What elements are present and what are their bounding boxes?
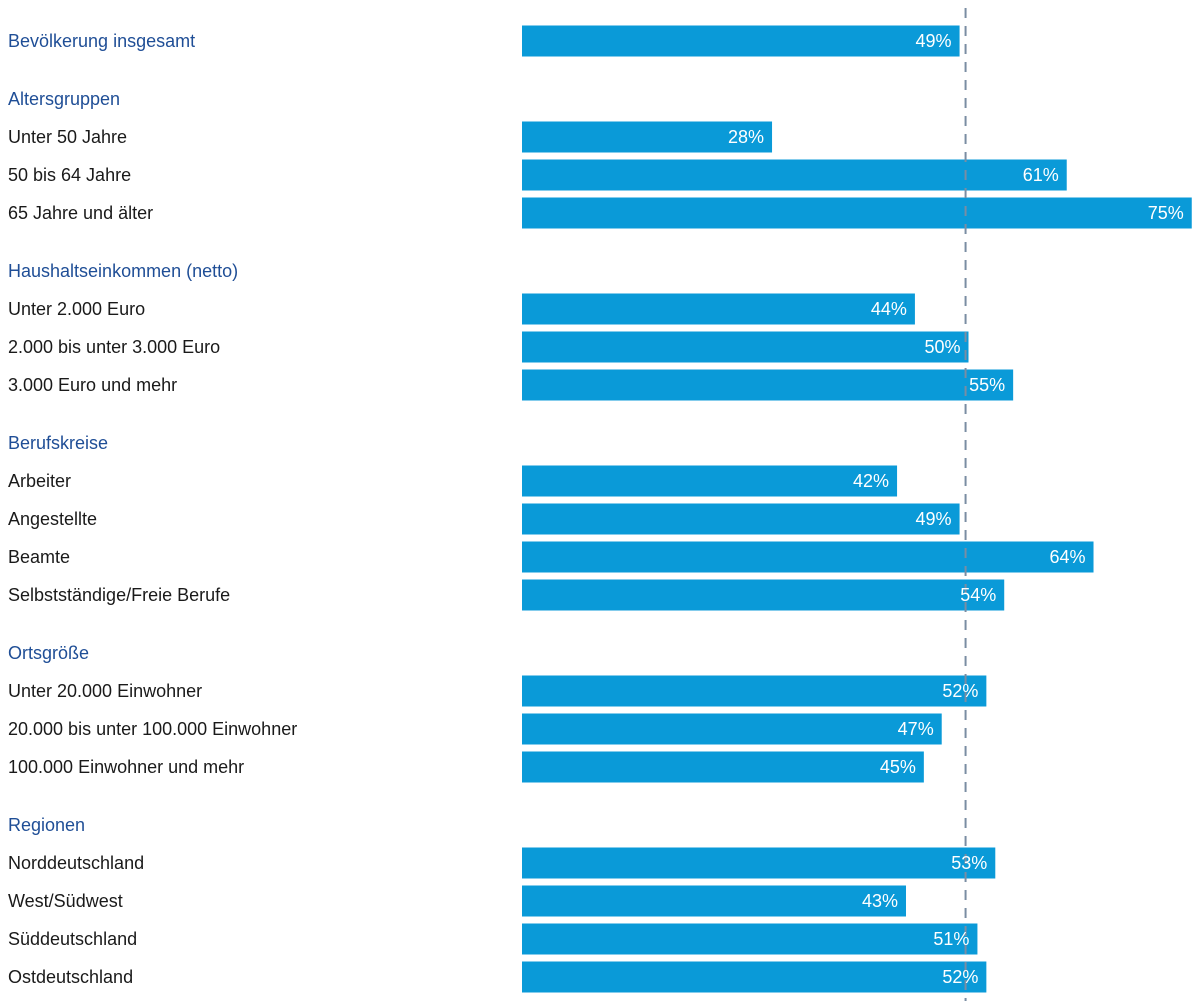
category-label: Norddeutschland	[8, 853, 144, 873]
bar	[522, 847, 996, 879]
value-labels-layer: 49% 28% 61% 75% 44% 50% 55% 42% 49% 64% 54% 52% 47% 4…	[728, 31, 1184, 987]
value-label: 49%	[916, 509, 952, 529]
value-label: 43%	[862, 891, 898, 911]
value-label: 51%	[933, 929, 969, 949]
value-label: 28%	[728, 127, 764, 147]
labels-layer: Bevölkerung insgesamt Altersgruppen Unter …	[8, 31, 297, 987]
bar	[522, 293, 915, 325]
category-label: West/Südwest	[8, 891, 123, 911]
value-label: 52%	[942, 681, 978, 701]
bar	[522, 121, 773, 153]
bar	[522, 369, 1014, 401]
category-label: 100.000 Einwohner und mehr	[8, 757, 244, 777]
category-label: Beamte	[8, 547, 70, 567]
bar	[522, 465, 898, 497]
value-label: 75%	[1148, 203, 1184, 223]
bars-layer	[522, 25, 1192, 993]
group-heading: Berufskreise	[8, 433, 108, 453]
bar	[522, 331, 969, 363]
category-label: 50 bis 64 Jahre	[8, 165, 131, 185]
bar	[522, 579, 1005, 611]
value-label: 45%	[880, 757, 916, 777]
value-label: 49%	[916, 31, 952, 51]
bar	[522, 675, 987, 707]
category-label: Unter 50 Jahre	[8, 127, 127, 147]
value-label: 50%	[924, 337, 960, 357]
category-label: Angestellte	[8, 509, 97, 529]
category-label: Bevölkerung insgesamt	[8, 31, 195, 51]
bar	[522, 923, 978, 955]
bar	[522, 713, 942, 745]
value-label: 61%	[1023, 165, 1059, 185]
group-heading: Regionen	[8, 815, 85, 835]
bar	[522, 541, 1094, 573]
category-label: 3.000 Euro und mehr	[8, 375, 177, 395]
bar	[522, 197, 1192, 229]
category-label: Süddeutschland	[8, 929, 137, 949]
bar	[522, 25, 960, 57]
group-heading: Haushaltseinkommen (netto)	[8, 261, 238, 281]
category-label: 20.000 bis unter 100.000 Einwohner	[8, 719, 297, 739]
category-label: Ostdeutschland	[8, 967, 133, 987]
value-label: 64%	[1049, 547, 1085, 567]
bar	[522, 961, 987, 993]
value-label: 42%	[853, 471, 889, 491]
category-label: 2.000 bis unter 3.000 Euro	[8, 337, 220, 357]
value-label: 52%	[942, 967, 978, 987]
group-heading: Altersgruppen	[8, 89, 120, 109]
value-label: 53%	[951, 853, 987, 873]
value-label: 55%	[969, 375, 1005, 395]
bar	[522, 159, 1067, 191]
category-label: Arbeiter	[8, 471, 71, 491]
value-label: 54%	[960, 585, 996, 605]
category-label: Unter 20.000 Einwohner	[8, 681, 202, 701]
category-label: Unter 2.000 Euro	[8, 299, 145, 319]
category-label: Selbstständige/Freie Berufe	[8, 585, 230, 605]
value-label: 47%	[898, 719, 934, 739]
category-label: 65 Jahre und älter	[8, 203, 153, 223]
bar	[522, 885, 906, 917]
bar	[522, 751, 924, 783]
value-label: 44%	[871, 299, 907, 319]
bar	[522, 503, 960, 535]
group-heading: Ortsgröße	[8, 643, 89, 663]
